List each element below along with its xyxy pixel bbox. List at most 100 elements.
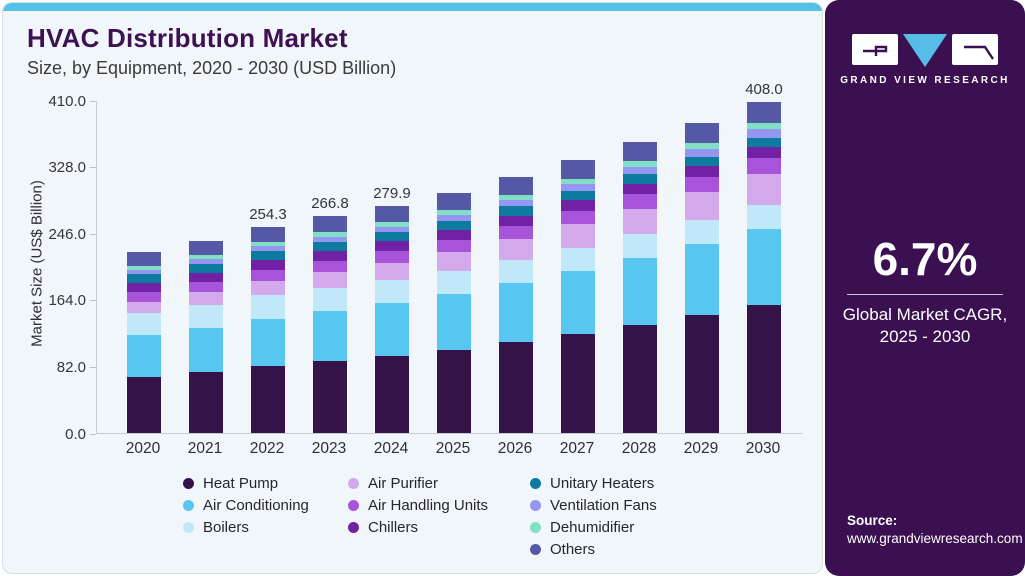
segment-chillers [251,260,285,270]
bar-stack-2020 [127,252,161,433]
segment-air-purifier [251,280,285,296]
legend-dot-icon [530,543,541,555]
gvr-logo-icon [825,34,1025,67]
bar-column-2024: 279.9 [361,185,423,433]
segment-air-handling-units [747,157,781,174]
legend-label: Air Conditioning [203,496,309,514]
segment-others [251,226,285,242]
segment-others [561,160,595,179]
bar-column-2030: 408.0 [733,81,795,433]
segment-air-handling-units [623,194,657,209]
segment-air-purifier [437,252,471,272]
y-tick-label: 246.0 [48,225,86,243]
logo-g-block-icon [852,34,898,65]
segment-air-conditioning [375,303,409,356]
segment-unitary-heaters [251,251,285,261]
bar-column-2025 [423,193,485,433]
segment-air-handling-units [375,251,409,263]
bar-stack-2023 [313,216,347,433]
segment-air-conditioning [437,294,471,350]
segment-air-handling-units [499,225,533,239]
segment-dehumidifier [561,178,595,185]
segment-boilers [437,271,471,295]
segment-chillers [685,166,719,177]
bars-container: 254.3 266.8 279.9 408.0 [97,81,802,433]
x-tick-label-2024: 2024 [373,440,409,457]
legend-dot-icon [183,521,194,533]
segment-air-purifier [127,301,161,313]
segment-unitary-heaters [499,206,533,216]
accent-strip [3,3,822,11]
logo-r-block-icon [952,34,998,65]
segment-heat-pump [189,372,223,433]
logo-v-triangle-icon [903,34,947,67]
legend-column: Heat Pump Air Conditioning Boilers [183,472,309,538]
segment-ventilation-fans [747,129,781,138]
segment-boilers [189,304,223,328]
legend-label: Air Handling Units [368,496,489,514]
legend-item-dehumidifier: Dehumidifier [530,516,657,538]
segment-air-purifier [747,173,781,206]
brand-name: GRAND VIEW RESEARCH [840,75,1010,86]
bar-column-2027 [547,160,609,433]
legend-label: Chillers [368,518,419,536]
y-tick-mark [90,366,96,368]
y-tick-mark [90,167,96,169]
segment-air-purifier [623,208,657,235]
legend-label: Others [550,540,596,558]
segment-heat-pump [623,324,657,433]
segment-ventilation-fans [251,246,285,252]
y-tick: 0.0 [65,425,96,443]
bar-stack-2021 [189,240,223,433]
bar-stack-2028 [623,141,657,433]
segment-air-conditioning [685,243,719,316]
source-url: www.grandviewresearch.com [847,531,1023,546]
segment-chillers [561,200,595,211]
segment-ventilation-fans [313,236,347,242]
cagr-caption-line1: Global Market CAGR, [842,305,1008,324]
segment-air-conditioning [623,257,657,325]
y-tick-mark [90,233,96,235]
bar-total-label-2030: 408.0 [745,80,783,98]
segment-others [375,205,409,222]
x-axis: 2020 2021 2022 2023 2024 2025 2026 2027 2028 2029… [112,440,794,458]
bar-column-2023: 266.8 [299,195,361,433]
chart-card: HVAC Distribution Market Size, by Equipm… [2,2,823,574]
segment-dehumidifier [127,265,161,270]
y-tick-label: 164.0 [48,292,86,310]
chart-legend: Heat Pump Air Conditioning Boilers Air Puri… [3,472,822,568]
brand-sidebar: GRAND VIEW RESEARCH 6.7% Global Market C… [825,0,1025,576]
legend-item-air-conditioning: Air Conditioning [183,494,309,516]
segment-air-purifier [375,262,409,281]
segment-unitary-heaters [127,273,161,283]
segment-unitary-heaters [623,174,657,184]
segment-air-handling-units [313,260,347,273]
legend-label: Dehumidifier [550,518,635,536]
segment-air-purifier [561,224,595,248]
segment-unitary-heaters [561,190,595,201]
y-tick-label: 0.0 [65,425,86,443]
segment-dehumidifier [375,221,409,227]
segment-ventilation-fans [623,166,657,175]
y-tick: 164.0 [48,292,96,310]
legend-dot-icon [530,499,541,511]
segment-air-handling-units [685,176,719,192]
y-tick-label: 82.0 [56,358,86,376]
y-tick: 82.0 [57,358,96,376]
page-title: HVAC Distribution Market [27,23,348,53]
legend-item-heat-pump: Heat Pump [183,472,309,494]
segment-heat-pump [561,334,595,433]
y-tick-mark [90,100,96,102]
y-tick-label: 410.0 [48,92,86,110]
segment-air-conditioning [561,271,595,334]
segment-air-conditioning [189,327,223,373]
segment-ventilation-fans [189,259,223,264]
plot-area: 254.3 266.8 279.9 408.0 [96,81,802,434]
bar-column-2028 [609,141,671,433]
segment-heat-pump [685,315,719,433]
segment-unitary-heaters [313,241,347,252]
bar-stack-2026 [499,177,533,433]
segment-unitary-heaters [189,263,223,273]
bar-stack-2029 [685,122,719,433]
segment-others [189,240,223,255]
